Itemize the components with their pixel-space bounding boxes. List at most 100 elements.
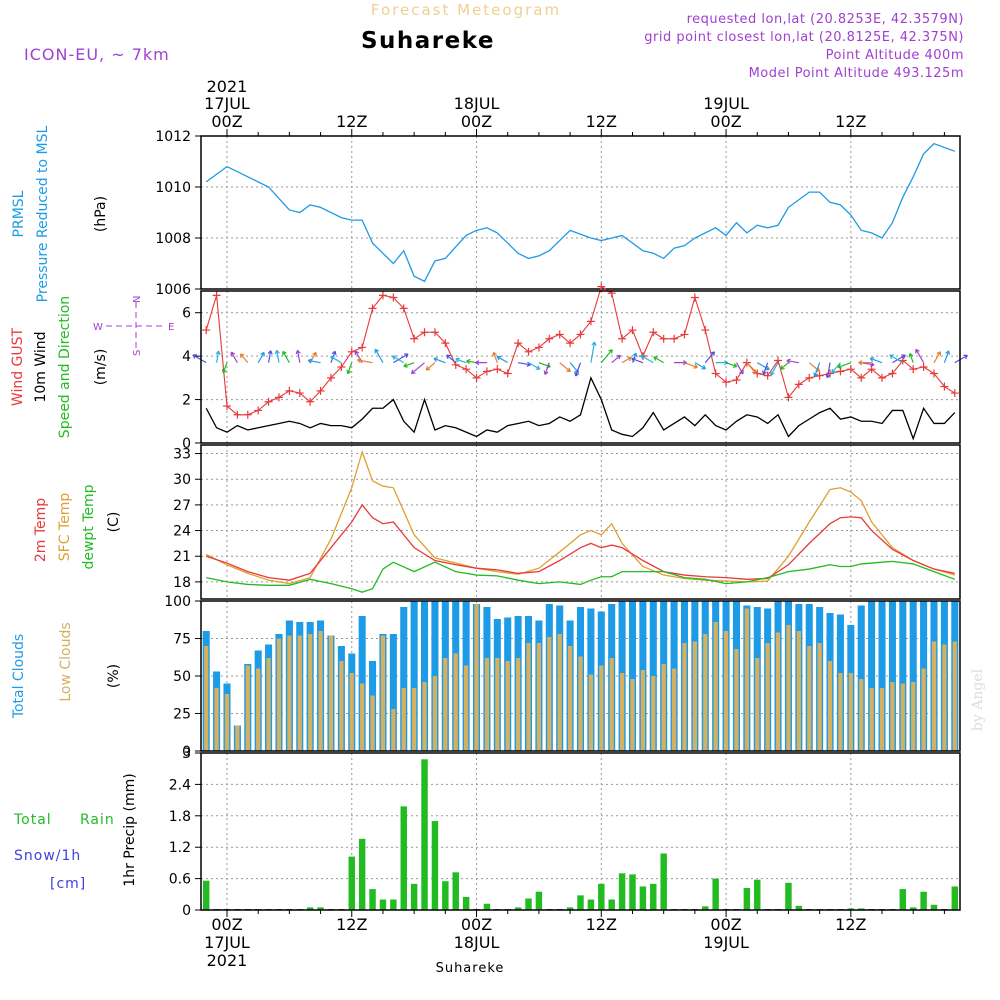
low-cloud-bar (921, 668, 926, 751)
low-cloud-bar (464, 665, 469, 751)
y-tick-label: 24 (173, 524, 191, 540)
top-axis-year: 2021 (207, 77, 248, 96)
compass-rose: W E N S (93, 296, 174, 356)
low-cloud-bar (412, 688, 417, 751)
total-cloud-bar (410, 601, 418, 751)
t2m-label: 2m Temp (33, 498, 49, 562)
low-cloud-bar (619, 673, 625, 751)
wind-direction-arrow (725, 362, 738, 368)
wind-direction-arrow (640, 354, 654, 364)
bottom-axis-time: 12Z (336, 915, 367, 934)
low-cloud-bar (817, 643, 822, 751)
bottom-axis-time: 00Z (461, 915, 492, 934)
wind-direction-arrow (611, 354, 621, 364)
gust-marker (358, 343, 367, 352)
precip-bar (785, 882, 792, 910)
gust-marker (763, 371, 772, 380)
wind-direction-arrow (694, 362, 706, 370)
gust-marker (742, 358, 751, 367)
low-cloud-bar (360, 683, 365, 751)
wind-direction-arrow (221, 362, 228, 374)
sfc-temp-line (205, 449, 955, 585)
low-cloud-bar (308, 634, 313, 751)
gust-marker (846, 365, 855, 374)
gust-marker (399, 304, 408, 313)
gust-marker (306, 397, 315, 406)
gust-marker (430, 328, 439, 337)
low-cloud-bar (495, 658, 500, 751)
gust-marker (254, 406, 263, 415)
precip-bar (525, 898, 532, 910)
y-tick-label: 30 (173, 472, 191, 488)
wind-direction-arrow (346, 362, 353, 375)
low-cloud-bar (734, 649, 739, 751)
wind-direction-arrow (282, 350, 290, 363)
y-tick-label: 2.4 (169, 777, 191, 793)
precip-bar (639, 886, 647, 910)
precip-bar (608, 899, 615, 910)
wind-direction-arrow (475, 360, 487, 366)
wind-direction-arrow (908, 352, 914, 363)
precip-bar (702, 906, 709, 910)
precip-bar (795, 905, 803, 910)
panel-frame (200, 752, 961, 911)
wind-direction-arrow (543, 362, 550, 375)
bottom-axis-time: 00Z (211, 915, 242, 934)
wind-direction-arrow (274, 349, 280, 363)
y-tick-label: 0 (182, 744, 191, 760)
wind-unit: (m/s) (93, 349, 109, 386)
wind-direction-arrow (590, 341, 597, 363)
precip-bar (390, 899, 397, 910)
wind-direction-arrow (425, 362, 436, 371)
low-cloud-bar (671, 668, 677, 751)
cm-label: [cm] (50, 876, 86, 892)
y-tick-label: 1012 (155, 129, 191, 145)
wind-direction-arrow (813, 362, 821, 377)
t2m-line (205, 503, 955, 581)
low-cloud-bar (474, 604, 479, 751)
precip-bar (358, 838, 366, 910)
low-cloud-bar (422, 682, 427, 751)
subtitle: Forecast Meteogram (371, 1, 561, 19)
gust-marker (857, 373, 866, 382)
gust-marker (337, 363, 346, 371)
y-tick-label: 0.6 (169, 872, 191, 888)
precip-bar (712, 878, 719, 910)
low-cloud-bar (297, 635, 302, 751)
wind-direction-arrow (410, 362, 425, 375)
y-tick-label: 0 (182, 903, 191, 919)
low-cloud-bar (380, 635, 386, 751)
wind-direction-arrow (307, 358, 321, 364)
panel-frame (200, 444, 961, 600)
y-tick-label: 18 (173, 575, 191, 591)
y-tick-label: 27 (173, 498, 191, 514)
gust-marker (930, 369, 939, 378)
low-cloud-bar (245, 665, 250, 751)
y-tick-label: 1008 (155, 231, 191, 247)
gust-marker (326, 373, 335, 382)
low-cloud-bar (515, 658, 521, 751)
low-cloud-bar (557, 634, 562, 751)
low-cloud-bar (266, 658, 271, 751)
pressure-labels: PRMSL Pressure Reduced to MSL (hPa) (11, 125, 109, 302)
wind-direction-arrow (374, 348, 384, 363)
wind-line (205, 376, 956, 441)
gust-marker (243, 410, 252, 419)
precip-bar (452, 872, 459, 910)
wind-direction-arrow (621, 356, 632, 364)
wind-direction-arrow (455, 357, 467, 364)
precip-bar (847, 908, 855, 910)
low-cloud-bar (214, 688, 219, 751)
precip-bar (514, 907, 522, 910)
total-cloud-bar (400, 607, 408, 751)
low-cloud-bar (682, 643, 687, 751)
gust-marker (534, 343, 543, 352)
low-cloud-bar (287, 635, 292, 751)
y-tick-label: 1.8 (169, 809, 191, 825)
precip-bar (442, 881, 449, 910)
wind-direction-arrow (466, 358, 477, 364)
low-cloud-bar (401, 688, 406, 751)
low-cloud-bar (879, 688, 885, 751)
gust-marker (732, 376, 741, 385)
low-cloud-bar (796, 631, 801, 751)
